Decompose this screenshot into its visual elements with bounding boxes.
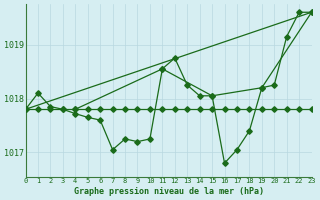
X-axis label: Graphe pression niveau de la mer (hPa): Graphe pression niveau de la mer (hPa) (74, 187, 264, 196)
